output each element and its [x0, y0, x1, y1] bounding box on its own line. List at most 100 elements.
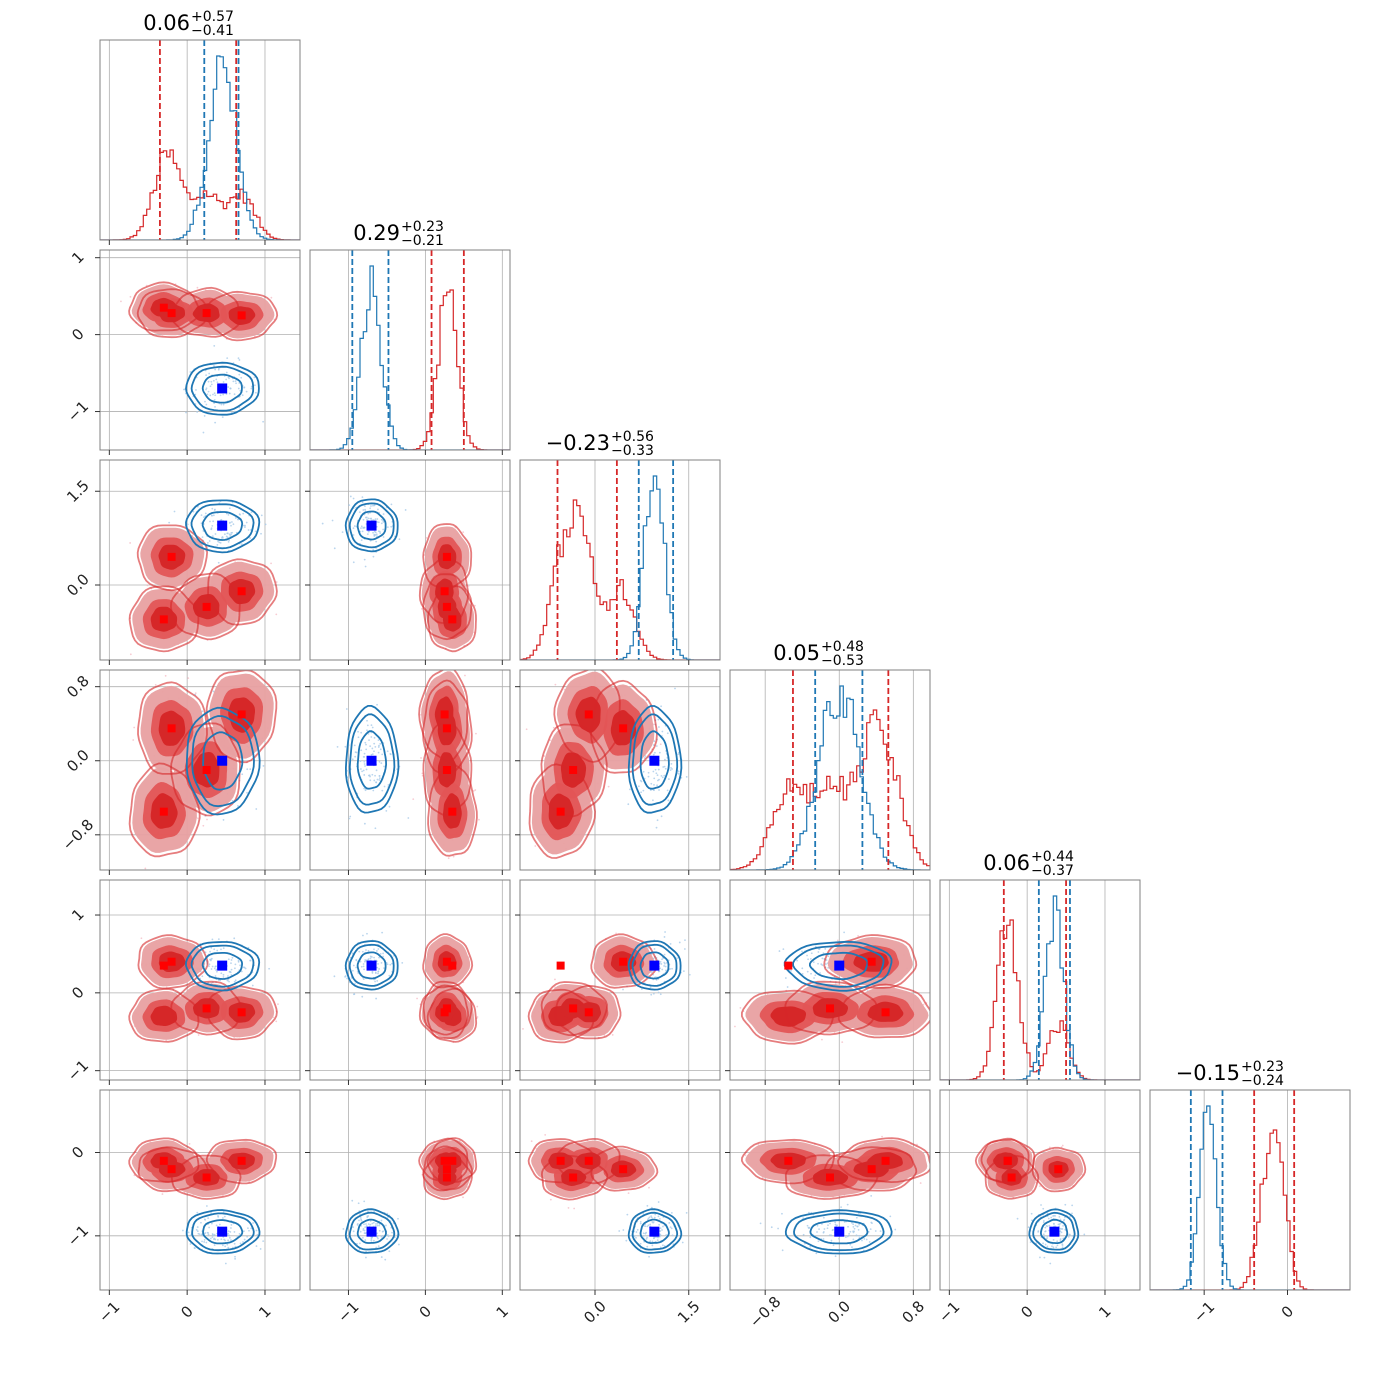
panel-content [128, 1137, 278, 1265]
blue-sample-point [245, 521, 248, 524]
blue-sample-point [814, 974, 817, 977]
blue-sample-point [358, 1219, 360, 1222]
red-sample-point [603, 1034, 606, 1037]
blue-sample-point [824, 963, 827, 965]
blue-sample-point [214, 368, 217, 371]
blue-sample-point [809, 957, 812, 960]
x-tick-label: 1 [493, 1302, 512, 1321]
blue-sample-point [652, 799, 654, 802]
red-sample-point [197, 661, 199, 663]
red-sample-point [447, 857, 450, 860]
blue-sample-point [208, 540, 211, 542]
blue-sample-point [386, 750, 389, 753]
blue-sample-point [360, 525, 363, 528]
blue-sample-point [246, 1235, 249, 1238]
red-truth-marker [167, 552, 176, 561]
blue-sample-point [367, 517, 370, 520]
red-truth-marker [584, 1008, 593, 1017]
blue-sample-point [827, 955, 830, 958]
blue-sample-point [346, 977, 349, 980]
blue-sample-point [658, 726, 660, 728]
blue-sample-point [682, 970, 685, 973]
grid [108, 40, 266, 240]
blue-sample-point [656, 1239, 659, 1242]
blue-sample-point [369, 779, 372, 782]
blue-sample-point [378, 760, 381, 763]
title-minus: −0.53 [821, 653, 864, 669]
blue-sample-point [382, 536, 385, 538]
blue-sample-point [209, 1237, 212, 1240]
blue-sample-point [226, 536, 229, 539]
red-sample-point [659, 743, 662, 746]
blue-sample-point [378, 744, 380, 747]
blue-sample-point [380, 1219, 383, 1222]
blue-sample-point [234, 380, 237, 383]
red-sample-point [275, 613, 278, 616]
blue-sample-point [663, 965, 666, 967]
blue-sample-point [359, 960, 362, 963]
blue-sample-point [382, 520, 385, 522]
y-tick-label: 1 [68, 248, 87, 267]
panel-3-2 [515, 669, 721, 875]
blue-truth-marker [217, 383, 228, 394]
blue-sample-point [363, 822, 366, 825]
blue-sample-point [254, 391, 257, 394]
title-plus: +0.56 [611, 429, 654, 445]
blue-sample-point [202, 431, 205, 434]
panel-frame [519, 459, 721, 661]
blue-sample-point [211, 938, 214, 941]
blue-sample-point [653, 1237, 655, 1240]
blue-sample-point [810, 952, 813, 955]
panel-content [128, 934, 279, 1043]
blue-sample-point [663, 936, 666, 938]
blue-sample-point [658, 778, 660, 781]
blue-sample-point [363, 752, 366, 755]
blue-contour-line [356, 1218, 387, 1244]
red-truth-marker [159, 1156, 168, 1165]
blue-sample-point [360, 1219, 363, 1222]
blue-sample-point [352, 497, 355, 500]
red-contour-line [418, 557, 470, 625]
blue-sample-point [373, 530, 376, 533]
blue-sample-point [213, 1233, 216, 1236]
blue-sample-point [370, 736, 373, 738]
red-contour-line [837, 983, 930, 1039]
blue-sample-point [227, 540, 230, 543]
blue-sample-point [364, 1226, 367, 1229]
blue-sample-point [353, 1234, 356, 1237]
blue-sample-point [372, 555, 375, 558]
blue-sample-point [377, 948, 380, 950]
blue-sample-point [378, 779, 381, 781]
blue-contour-line [631, 943, 678, 987]
blue-sample-point [657, 768, 660, 771]
red-truth-marker [442, 602, 451, 611]
y-tick-label: −1 [64, 1222, 92, 1250]
panel-0-0: 0.06 +0.57−0.41 [99, 9, 301, 245]
blue-contour-line [185, 499, 261, 554]
red-sample-point [821, 1038, 823, 1041]
blue-sample-point [650, 993, 653, 996]
blue-sample-point [200, 1221, 202, 1224]
red-sample-point [476, 1005, 479, 1008]
blue-sample-point [213, 399, 216, 401]
red-contour-line [207, 558, 278, 626]
blue-sample-point [234, 517, 237, 519]
blue-sample-point [660, 815, 663, 818]
blue-contour-line [792, 944, 885, 988]
blue-sample-point [230, 1239, 232, 1241]
red-truth-marker [784, 961, 793, 970]
blue-sample-point [209, 385, 212, 388]
red-sample-point [452, 855, 455, 858]
blue-sample-point [238, 359, 241, 361]
blue-sample-point [218, 541, 221, 544]
blue-sample-point [229, 521, 231, 524]
blue-sample-point [262, 765, 265, 767]
blue-sample-point [227, 1232, 229, 1235]
blue-sample-point [663, 962, 666, 965]
blue-sample-point [373, 1239, 375, 1242]
blue-sample-point [193, 1246, 196, 1249]
y-tick-label: −1 [64, 1056, 92, 1084]
blue-sample-point [365, 1225, 368, 1227]
blue-sample-point [372, 548, 375, 551]
blue-sample-point [209, 520, 211, 523]
